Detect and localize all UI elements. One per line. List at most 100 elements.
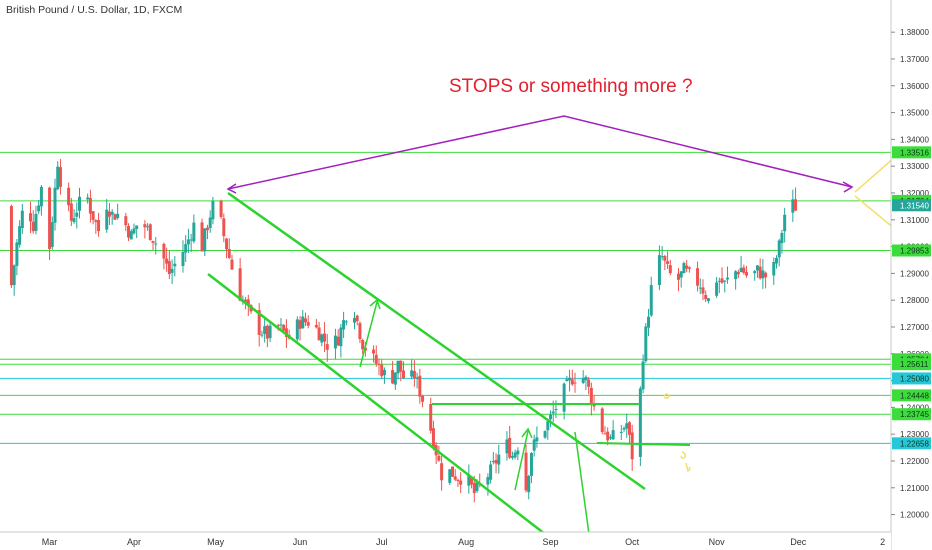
candle-body — [230, 259, 234, 270]
arrow-up-1 — [359, 301, 378, 368]
candle-body — [265, 325, 269, 339]
candle-body — [486, 477, 490, 485]
y-tick-label: 1.22000 — [900, 457, 929, 466]
x-tick-label: May — [207, 537, 225, 547]
candle-body — [184, 244, 188, 253]
price-level-label: 1.24448 — [900, 391, 929, 400]
candle-body — [127, 225, 131, 238]
candle-body — [644, 326, 648, 362]
candle-body — [295, 319, 299, 340]
candle-body — [298, 320, 302, 329]
candle-body — [657, 255, 661, 286]
price-level-label: 1.29853 — [900, 247, 929, 256]
candle-body — [584, 376, 588, 381]
candle-body — [451, 466, 455, 477]
time-axis[interactable] — [0, 532, 891, 550]
y-tick-label: 1.27000 — [900, 323, 929, 332]
candle-body — [791, 199, 795, 213]
candle-body — [415, 377, 419, 379]
y-tick-label: 1.37000 — [900, 55, 929, 64]
candle-body — [704, 294, 708, 300]
candle-body — [37, 205, 41, 212]
y-tick-label: 1.36000 — [900, 82, 929, 91]
candle-body — [344, 321, 348, 323]
candle-body — [203, 228, 207, 252]
candle-body — [393, 372, 397, 385]
candle-body — [29, 213, 33, 222]
candle-body — [282, 325, 286, 331]
candle-body — [67, 187, 71, 206]
candle-body — [268, 325, 272, 339]
candle-body — [622, 428, 626, 430]
price-level-label: 1.33516 — [900, 148, 929, 157]
candle-body — [668, 265, 672, 274]
candle-body — [399, 360, 403, 372]
candle-body — [257, 310, 261, 335]
candle-body — [56, 166, 60, 190]
candle-body — [554, 409, 558, 411]
y-tick-label: 1.34000 — [900, 135, 929, 144]
candle-body — [535, 437, 539, 442]
candle-body — [532, 439, 536, 451]
candle-body — [167, 261, 171, 275]
candle-body — [742, 267, 746, 273]
purple-arrow-right — [842, 181, 854, 193]
candle-body — [355, 315, 359, 322]
x-tick-label: Apr — [127, 537, 141, 547]
candle-body — [205, 227, 209, 231]
price-axis[interactable] — [891, 0, 932, 550]
price-level-label: 1.22658 — [900, 439, 929, 448]
candle-body — [396, 360, 400, 374]
price-level-tag — [892, 146, 931, 159]
candle-body — [780, 232, 784, 244]
candle-body — [592, 404, 596, 407]
arrow-up-2 — [514, 430, 529, 491]
candle-body — [600, 408, 604, 433]
candle-body — [192, 222, 196, 242]
candle-body — [581, 378, 585, 383]
candle-body — [391, 370, 395, 384]
candle-body — [758, 266, 762, 279]
candle-body — [306, 322, 310, 326]
candle-body — [627, 422, 631, 435]
price-level-tag — [892, 437, 931, 450]
candle-body — [638, 388, 642, 457]
candle-body — [717, 280, 721, 282]
candle-body — [440, 463, 444, 481]
candle-body — [75, 212, 79, 217]
candle-body — [723, 280, 727, 282]
projection-down-line — [854, 195, 896, 230]
candle-body — [472, 483, 476, 494]
candle-body — [437, 455, 441, 461]
x-tick-label: 2 — [880, 537, 885, 547]
candle-body — [15, 242, 19, 266]
candle-body — [421, 395, 425, 402]
purple-swing-line — [227, 115, 853, 190]
candle-body — [696, 268, 700, 286]
candle-body — [470, 477, 474, 485]
candle-body — [107, 211, 111, 217]
candle-body — [12, 265, 16, 286]
candle-body — [448, 469, 452, 483]
x-tick-label: Jul — [376, 537, 388, 547]
candle-body — [170, 268, 174, 273]
price-level-label: 1.23745 — [900, 410, 929, 419]
price-level-label: 1.25611 — [900, 360, 929, 369]
candle-body — [276, 325, 280, 327]
candle-body — [200, 222, 204, 252]
arrow-steep-down — [574, 431, 590, 535]
candle-body — [377, 364, 381, 366]
candle-body — [755, 265, 759, 271]
candle-body — [238, 268, 242, 301]
price-level-tag — [892, 408, 931, 421]
candle-body — [401, 370, 405, 379]
candle-body — [573, 382, 577, 384]
candle-body — [777, 240, 781, 258]
y-tick-label: 1.24000 — [900, 403, 929, 412]
candle-body — [630, 432, 634, 460]
channel-lower-line — [207, 273, 546, 535]
candle-body — [342, 320, 346, 330]
candle-body — [151, 241, 155, 243]
candle-body — [736, 272, 740, 275]
